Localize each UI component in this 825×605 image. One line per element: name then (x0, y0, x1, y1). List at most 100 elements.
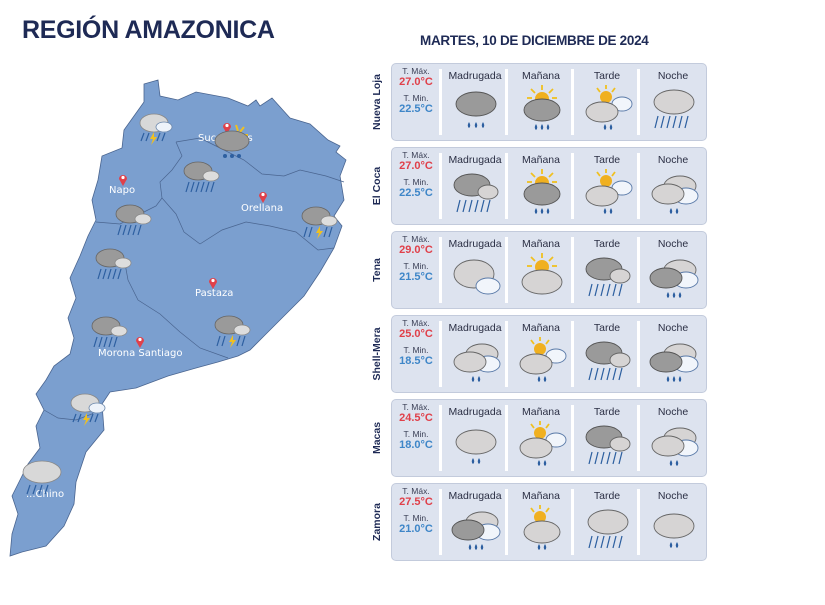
temperature-block: T. Máx. 27.0°C T. Min. 22.5°C (394, 150, 438, 222)
forecast-table: Nueva Loja T. Máx. 27.0°C T. Min. 22.5°C… (365, 62, 720, 566)
period-tarde: Tarde (576, 484, 638, 560)
period-madrugada: Madrugada (444, 64, 506, 140)
divider (439, 489, 442, 555)
rain-cloud-icon (183, 161, 220, 193)
tmin-label: T. Min. (403, 345, 429, 355)
divider (637, 321, 640, 387)
period-label: Tarde (593, 238, 621, 250)
clouds-heavy-rain-icon (585, 257, 631, 297)
map-pin-icon (119, 175, 127, 186)
forecast-row-macas: Macas T. Máx. 24.5°C T. Min. 18.0°C Madr… (365, 398, 720, 482)
period-label: Madrugada (448, 406, 502, 418)
cloud-rain-icon (587, 509, 629, 549)
period-label: Mañana (522, 70, 560, 82)
forecast-card: T. Máx. 27.0°C T. Min. 22.5°C Madrugada M… (391, 147, 707, 225)
divider (571, 321, 574, 387)
map-label-morona-santiago: Morona Santiago (98, 348, 183, 359)
tmin-value: 21.5°C (399, 271, 433, 283)
divider (439, 321, 442, 387)
temperature-block: T. Máx. 27.5°C T. Min. 21.0°C (394, 486, 438, 558)
divider (637, 237, 640, 303)
city-name: El Coca (371, 166, 383, 206)
overcast-light-drizzle-icon (651, 175, 699, 214)
sun-cloud-light-drizzle-icon (519, 421, 567, 466)
period-label: Tarde (593, 70, 621, 82)
period-noche: Noche (642, 316, 704, 392)
divider (505, 237, 508, 303)
divider (505, 321, 508, 387)
forecast-row-zamora: Zamora T. Máx. 27.5°C T. Min. 21.0°C Mad… (365, 482, 720, 566)
tmax-label: T. Máx. (402, 318, 430, 328)
forecast-row-nueva-loja: Nueva Loja T. Máx. 27.0°C T. Min. 22.5°C… (365, 62, 720, 146)
map-label-zamora-chinchipe: ...Chino (26, 489, 65, 500)
divider (571, 405, 574, 471)
period-noche: Noche (642, 484, 704, 560)
period-label: Mañana (522, 238, 560, 250)
period-manana: Mañana (510, 232, 572, 308)
tmax-value: 29.0°C (399, 244, 433, 256)
map-pin-icon (259, 192, 267, 203)
amazon-region-map: Sucumbíos Napo Orellana Pastaza Morona S… (0, 55, 360, 600)
clouds-heavy-rain-icon (585, 341, 631, 381)
period-madrugada: Madrugada (444, 316, 506, 392)
period-tarde: Tarde (576, 232, 638, 308)
temperature-block: T. Máx. 29.0°C T. Min. 21.5°C (394, 234, 438, 306)
map-pin-icon (223, 123, 231, 134)
tmax-value: 24.5°C (399, 412, 433, 424)
period-label: Tarde (593, 154, 621, 166)
forecast-card: T. Máx. 27.0°C T. Min. 22.5°C Madrugada M… (391, 63, 707, 141)
period-manana: Mañana (510, 400, 572, 476)
period-tarde: Tarde (576, 148, 638, 224)
overcast-drizzle-icon (451, 511, 501, 550)
map-label-pastaza: Pastaza (195, 288, 234, 299)
period-label: Noche (657, 490, 689, 502)
thunderstorm-rain-cloud-icon (139, 113, 173, 145)
divider (439, 153, 442, 219)
period-label: Madrugada (448, 154, 502, 166)
cloud-light-drizzle-icon (653, 513, 695, 548)
overcast-light-drizzle-icon (651, 427, 699, 466)
period-label: Noche (657, 406, 689, 418)
divider (505, 405, 508, 471)
period-noche: Noche (642, 148, 704, 224)
cloud-light-drizzle-icon (455, 429, 497, 464)
tmin-label: T. Min. (403, 429, 429, 439)
tmin-value: 21.0°C (399, 523, 433, 535)
city-name: Zamora (371, 503, 383, 541)
forecast-row-shell-mera: Shell-Mera T. Máx. 25.0°C T. Min. 18.5°C… (365, 314, 720, 398)
rain-cloud-icon (115, 204, 152, 236)
sun-cloud-light-drizzle-icon (519, 337, 567, 382)
tmin-value: 18.0°C (399, 439, 433, 451)
thunderstorm-rain-cloud-icon (301, 206, 338, 239)
divider (571, 153, 574, 219)
forecast-card: T. Máx. 24.5°C T. Min. 18.0°C Madrugada M… (391, 399, 707, 477)
tmax-label: T. Máx. (402, 486, 430, 496)
divider (505, 153, 508, 219)
rain-cloud-icon (91, 316, 128, 348)
divider (571, 237, 574, 303)
temperature-block: T. Máx. 24.5°C T. Min. 18.0°C (394, 402, 438, 474)
sun-cloud-rain-icon (214, 124, 250, 158)
period-label: Madrugada (448, 70, 502, 82)
temperature-block: T. Máx. 25.0°C T. Min. 18.5°C (394, 318, 438, 390)
period-label: Noche (657, 70, 689, 82)
period-manana: Mañana (510, 316, 572, 392)
period-tarde: Tarde (576, 64, 638, 140)
page-title: REGIÓN AMAZONICA (22, 16, 275, 44)
period-label: Mañana (522, 490, 560, 502)
tmax-value: 27.5°C (399, 496, 433, 508)
period-manana: Mañana (510, 148, 572, 224)
map-label-napo: Napo (109, 185, 136, 196)
tmin-label: T. Min. (403, 513, 429, 523)
clouds-heavy-rain-icon (585, 425, 631, 465)
forecast-row-el-coca: El Coca T. Máx. 27.0°C T. Min. 22.5°C Ma… (365, 146, 720, 230)
period-madrugada: Madrugada (444, 400, 506, 476)
period-label: Tarde (593, 490, 621, 502)
temperature-block: T. Máx. 27.0°C T. Min. 22.5°C (394, 66, 438, 138)
tmax-value: 27.0°C (399, 160, 433, 172)
period-noche: Noche (642, 232, 704, 308)
tmin-label: T. Min. (403, 177, 429, 187)
period-manana: Mañana (510, 64, 572, 140)
divider (637, 153, 640, 219)
period-label: Madrugada (448, 238, 502, 250)
